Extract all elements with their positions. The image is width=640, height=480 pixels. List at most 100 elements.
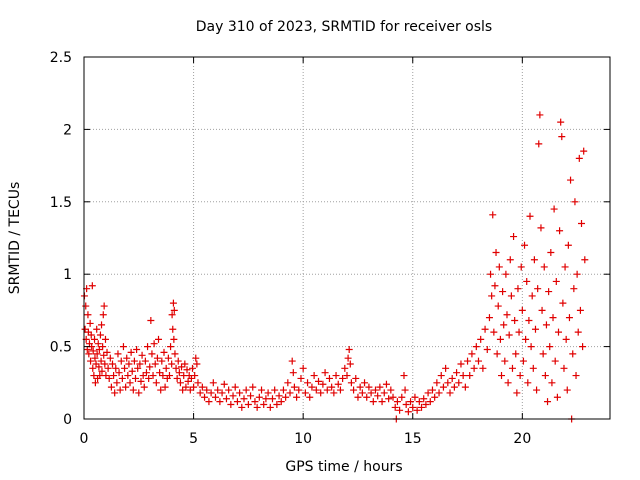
data-point <box>317 389 325 397</box>
data-point <box>87 331 95 339</box>
data-point <box>172 364 180 372</box>
data-point <box>459 372 467 380</box>
data-point <box>477 335 485 343</box>
data-point <box>273 401 281 409</box>
data-point <box>339 374 347 382</box>
data-point <box>146 363 154 371</box>
data-point <box>400 372 408 380</box>
data-point <box>89 364 97 372</box>
y-tick-label: 2 <box>63 122 72 138</box>
data-point <box>282 393 290 401</box>
data-point <box>124 372 132 380</box>
data-point <box>504 379 512 387</box>
data-point <box>233 398 241 406</box>
data-point <box>170 306 178 314</box>
data-point <box>279 386 287 394</box>
data-point <box>502 270 510 278</box>
data-point <box>560 364 568 372</box>
data-point <box>539 350 547 358</box>
data-point <box>253 403 261 411</box>
data-point <box>107 383 115 391</box>
data-point <box>505 331 513 339</box>
data-point <box>546 343 554 351</box>
data-point <box>164 354 172 362</box>
data-point <box>271 386 279 394</box>
data-point <box>581 256 589 264</box>
data-point <box>491 282 499 290</box>
data-point <box>358 389 366 397</box>
data-point <box>328 383 336 391</box>
data-point <box>343 372 351 380</box>
data-point <box>242 386 250 394</box>
grid <box>84 57 610 419</box>
data-point <box>572 372 580 380</box>
data-point <box>407 398 415 406</box>
data-point <box>415 398 423 406</box>
y-tick-label: 0.5 <box>50 340 72 356</box>
data-point <box>535 140 543 148</box>
data-point <box>453 369 461 377</box>
data-point <box>209 379 217 387</box>
data-point <box>315 377 323 385</box>
data-point <box>225 386 233 394</box>
data-point <box>183 366 191 374</box>
data-point <box>334 380 342 388</box>
data-point <box>446 389 454 397</box>
data-point <box>344 354 352 362</box>
data-point <box>194 379 202 387</box>
data-point <box>304 379 312 387</box>
data-point <box>455 379 463 387</box>
data-point <box>97 357 105 365</box>
data-point <box>96 331 104 339</box>
data-point <box>548 379 556 387</box>
data-point <box>310 372 318 380</box>
data-point <box>277 398 285 406</box>
data-point <box>157 386 165 394</box>
data-point <box>128 367 136 375</box>
data-point <box>153 354 161 362</box>
data-point <box>396 406 404 414</box>
data-point <box>514 285 522 293</box>
data-point <box>518 306 526 314</box>
data-point <box>437 372 445 380</box>
data-point <box>205 398 213 406</box>
data-point <box>182 383 190 391</box>
data-point <box>489 211 497 219</box>
data-point <box>255 393 263 401</box>
data-point <box>428 386 436 394</box>
x-tick-label: 0 <box>80 431 89 447</box>
data-point <box>496 335 504 343</box>
data-point <box>301 389 309 397</box>
data-point <box>559 299 567 307</box>
data-point <box>498 372 506 380</box>
data-point <box>142 369 150 377</box>
data-point <box>87 357 95 365</box>
data-point <box>174 357 182 365</box>
data-point <box>125 360 133 368</box>
data-point <box>169 299 177 307</box>
data-point <box>573 270 581 278</box>
data-point <box>580 147 588 155</box>
data-point <box>192 354 200 362</box>
data-point <box>95 363 103 371</box>
data-point <box>516 372 524 380</box>
data-point <box>288 357 296 365</box>
data-point <box>522 335 530 343</box>
data-point <box>149 372 157 380</box>
data-point <box>249 383 257 391</box>
data-point <box>517 263 525 271</box>
data-point <box>515 328 523 336</box>
data-point <box>507 292 515 300</box>
data-point <box>541 372 549 380</box>
data-point <box>264 389 272 397</box>
data-point <box>262 395 270 403</box>
data-point <box>238 403 246 411</box>
data-point <box>571 198 579 206</box>
data-point <box>141 357 149 365</box>
data-point <box>151 360 159 368</box>
data-point <box>464 357 472 365</box>
data-point <box>91 335 99 343</box>
data-point <box>347 379 355 387</box>
data-point <box>374 392 382 400</box>
